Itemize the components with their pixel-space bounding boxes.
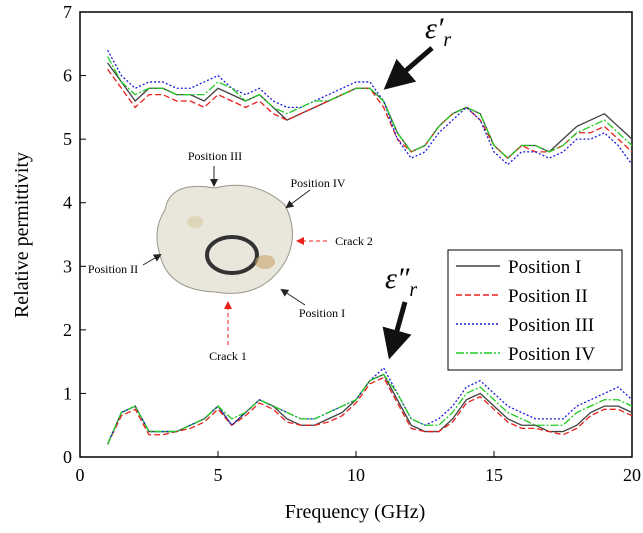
y-tick-label: 1: [63, 383, 72, 403]
y-tick-label: 6: [63, 66, 72, 86]
annotation-sub: r: [409, 279, 417, 301]
inset-image: [156, 184, 293, 294]
legend-label: Position II: [508, 286, 588, 307]
x-axis-label: Frequency (GHz): [285, 501, 426, 523]
annotation-symbol: ε″: [385, 262, 410, 295]
arrow: [142, 253, 162, 266]
series-line: [107, 373, 633, 445]
y-tick-label: 0: [63, 447, 72, 467]
annotation: ε′r: [425, 12, 451, 51]
legend-label: Position IV: [508, 344, 595, 365]
y-tick-label: 5: [63, 129, 72, 149]
annotation-arrow: [382, 301, 412, 360]
inset-label: Position I: [299, 306, 345, 320]
x-tick-label: 5: [214, 465, 223, 485]
series-line: [107, 366, 633, 445]
legend-label: Position I: [508, 257, 581, 278]
y-axis-label: Relative permittivity: [11, 152, 33, 318]
arrow: [280, 288, 306, 306]
annotation: ε″r: [385, 262, 417, 301]
y-tick-label: 2: [63, 320, 72, 340]
legend-box: [447, 249, 623, 371]
x-tick-label: 20: [623, 465, 641, 485]
annotation-arrow: [383, 46, 434, 90]
y-tick-label: 3: [63, 256, 72, 276]
x-tick-label: 10: [347, 465, 365, 485]
inset-label: Position II: [88, 262, 138, 276]
inset-label: Crack 2: [335, 234, 373, 248]
inset-label: Position IV: [290, 176, 345, 190]
annotation-symbol: ε′: [425, 12, 444, 45]
series-line: [107, 56, 633, 160]
annotation-sub: r: [443, 29, 451, 51]
series-line: [107, 376, 633, 445]
x-tick-label: 0: [76, 465, 85, 485]
legend-label: Position III: [508, 315, 594, 336]
series-line: [107, 373, 633, 445]
arrow: [285, 189, 311, 209]
series-line: [107, 62, 633, 160]
inset-label: Position III: [188, 149, 242, 163]
x-tick-label: 15: [485, 465, 503, 485]
y-tick-label: 7: [63, 2, 72, 22]
y-tick-label: 4: [63, 193, 72, 213]
inset-label: Crack 1: [209, 349, 247, 363]
